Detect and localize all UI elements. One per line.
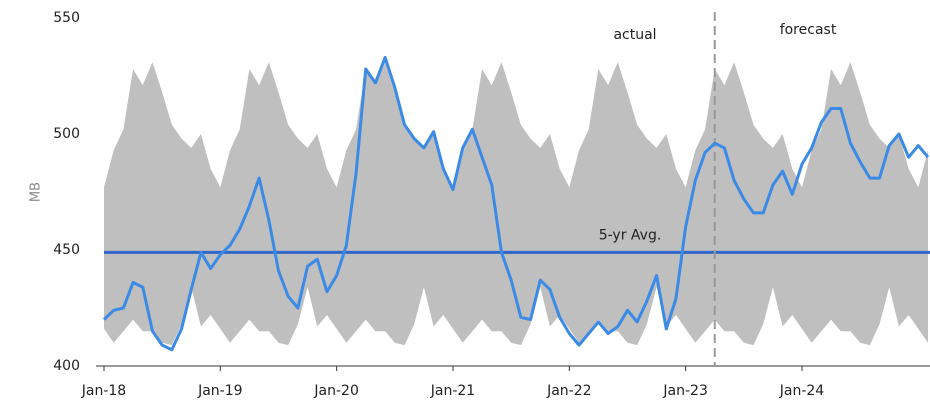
x-tick-label: Jan-19 [197, 383, 242, 399]
y-tick-label: 400 [53, 358, 80, 374]
x-tick-label: Jan-20 [313, 383, 358, 399]
x-tick-label: Jan-23 [662, 383, 707, 399]
avg-label: 5-yr Avg. [599, 227, 662, 243]
y-tick-label: 450 [53, 242, 80, 258]
x-tick-label: Jan-18 [81, 383, 126, 399]
data-line [102, 55, 930, 352]
x-tick-label: Jan-22 [546, 383, 591, 399]
y-tick-label: 550 [53, 10, 80, 26]
y-tick-label: 500 [53, 126, 80, 142]
forecast-label: forecast [780, 22, 837, 38]
x-tick-label: Jan-21 [430, 383, 475, 399]
actual-label: actual [613, 27, 656, 43]
x-tick-label: Jan-24 [779, 383, 825, 399]
y-axis-label: MB [29, 182, 44, 202]
range-band [104, 62, 928, 346]
